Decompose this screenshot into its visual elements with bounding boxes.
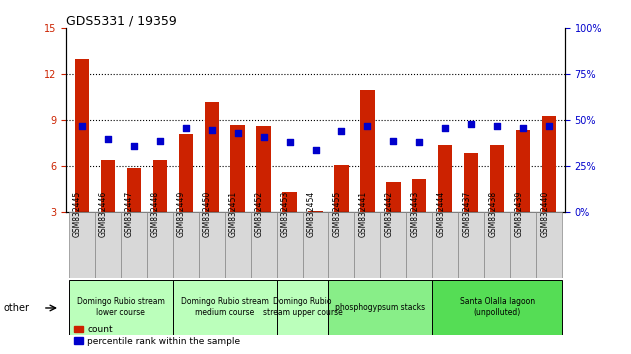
Bar [127, 168, 141, 212]
Point [180, 125, 191, 131]
Text: GSM832443: GSM832443 [410, 191, 420, 238]
Bar [121, 212, 147, 278]
Point [77, 123, 87, 129]
Text: GSM832445: GSM832445 [73, 191, 82, 238]
Text: GSM832449: GSM832449 [177, 191, 186, 238]
Bar [173, 280, 276, 335]
Bar [406, 212, 432, 278]
Bar [276, 280, 329, 335]
Point [336, 129, 346, 134]
Bar [309, 211, 322, 212]
Bar [69, 212, 95, 278]
Bar [334, 165, 348, 212]
Text: other: other [3, 303, 29, 313]
Bar [355, 212, 380, 278]
Bar [147, 212, 173, 278]
Bar [536, 212, 562, 278]
Text: GSM832447: GSM832447 [125, 191, 134, 238]
Legend: count, percentile rank within the sample: count, percentile rank within the sample [71, 321, 244, 349]
Bar [329, 212, 355, 278]
Point [155, 138, 165, 143]
Bar [276, 212, 302, 278]
Text: Domingo Rubio
stream upper course: Domingo Rubio stream upper course [262, 297, 343, 317]
Bar [412, 179, 427, 212]
Bar [490, 145, 504, 212]
Bar [516, 130, 530, 212]
Point [129, 143, 139, 149]
Text: GSM832444: GSM832444 [436, 191, 445, 238]
Bar [179, 134, 193, 212]
Point [362, 123, 372, 129]
Bar [432, 280, 562, 335]
Bar [464, 153, 478, 212]
Point [388, 138, 398, 143]
Point [233, 130, 243, 136]
Text: GSM832448: GSM832448 [151, 191, 160, 238]
Bar [360, 90, 375, 212]
Text: Domingo Rubio stream
medium course: Domingo Rubio stream medium course [180, 297, 269, 317]
Text: phosphogypsum stacks: phosphogypsum stacks [335, 303, 425, 312]
Bar [69, 280, 173, 335]
Point [103, 136, 113, 142]
Text: GSM832452: GSM832452 [254, 191, 264, 238]
Text: GSM832442: GSM832442 [384, 191, 393, 238]
Text: GSM832455: GSM832455 [333, 191, 341, 238]
Bar [302, 212, 329, 278]
Text: GSM832453: GSM832453 [281, 191, 290, 238]
Bar [283, 193, 297, 212]
Bar [153, 160, 167, 212]
Text: GSM832441: GSM832441 [358, 191, 367, 238]
Point [310, 147, 321, 153]
Point [518, 125, 528, 131]
Bar [251, 212, 276, 278]
Text: GDS5331 / 19359: GDS5331 / 19359 [66, 14, 177, 27]
Point [259, 134, 269, 140]
Text: GSM832438: GSM832438 [488, 191, 497, 238]
Bar [256, 126, 271, 212]
Bar [74, 59, 89, 212]
Text: GSM832437: GSM832437 [463, 191, 471, 238]
Text: GSM832450: GSM832450 [203, 191, 211, 238]
Point [415, 139, 425, 145]
Bar [204, 102, 219, 212]
Text: GSM832454: GSM832454 [307, 191, 316, 238]
Bar [380, 212, 406, 278]
Point [285, 139, 295, 145]
Bar [329, 280, 432, 335]
Bar [386, 182, 401, 212]
Point [544, 123, 554, 129]
Point [466, 121, 476, 127]
Point [206, 127, 216, 132]
Text: Domingo Rubio stream
lower course: Domingo Rubio stream lower course [77, 297, 165, 317]
Text: GSM832439: GSM832439 [514, 191, 523, 238]
Bar [173, 212, 199, 278]
Text: GSM832451: GSM832451 [228, 191, 238, 238]
Bar [438, 145, 452, 212]
Bar [432, 212, 458, 278]
Text: GSM832446: GSM832446 [99, 191, 108, 238]
Bar [458, 212, 484, 278]
Text: GSM832440: GSM832440 [540, 191, 549, 238]
Bar [101, 160, 115, 212]
Bar [542, 116, 557, 212]
Bar [199, 212, 225, 278]
Text: Santa Olalla lagoon
(unpolluted): Santa Olalla lagoon (unpolluted) [459, 297, 535, 317]
Bar [95, 212, 121, 278]
Point [492, 123, 502, 129]
Bar [484, 212, 510, 278]
Bar [225, 212, 251, 278]
Bar [230, 125, 245, 212]
Bar [510, 212, 536, 278]
Point [440, 125, 451, 131]
